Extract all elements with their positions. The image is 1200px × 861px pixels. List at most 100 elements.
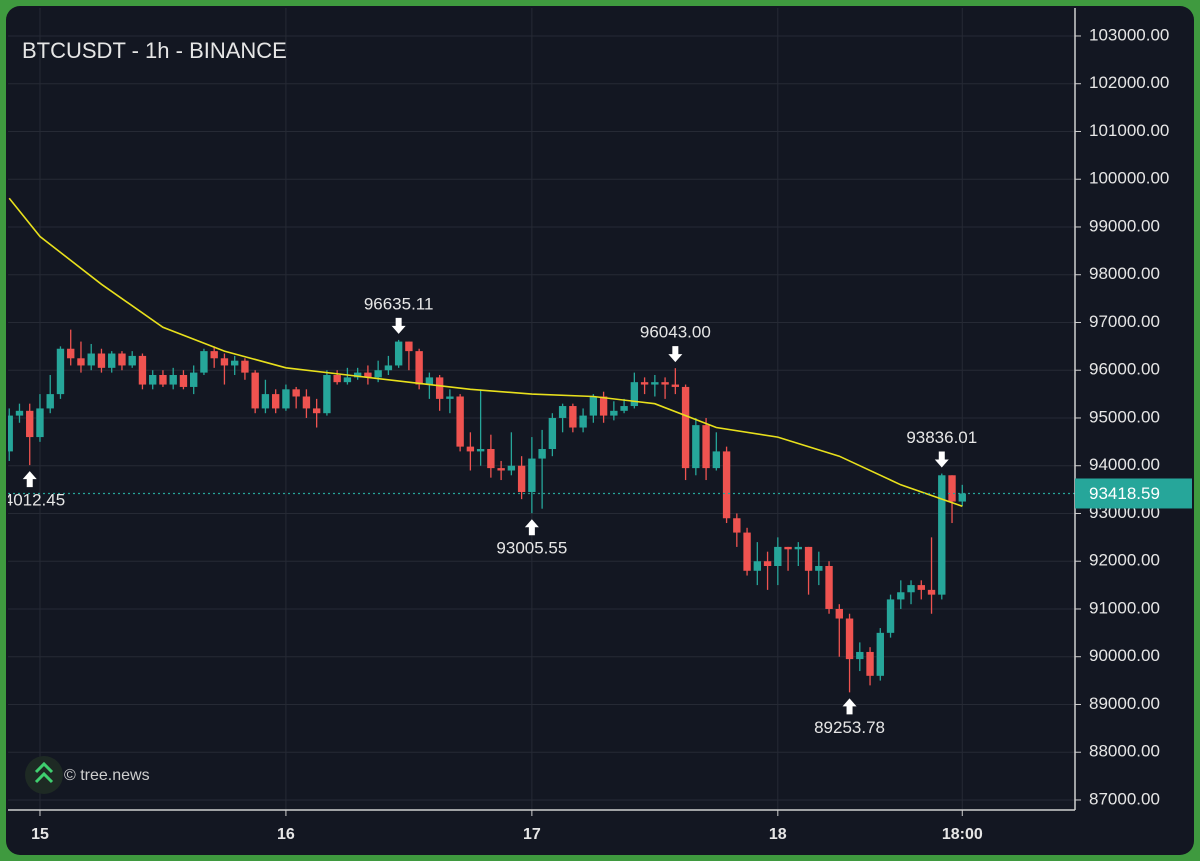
candle-body [343,377,352,383]
candle-body [97,353,106,368]
y-tick-label: 87000.00 [1089,789,1160,808]
axes-layer: 87000.00 88000.00 89000.00 90000.00 91000.00… [8,8,1192,843]
candle-body [26,410,34,438]
candle-body [815,566,823,571]
candle-body [282,389,290,409]
candle-body [302,396,311,409]
candle-body [323,375,331,414]
chart-background [6,6,1194,855]
candle-body [661,382,669,385]
y-tick-label: 89000.00 [1089,694,1160,713]
annotation-arrow [842,698,857,715]
candle-body [425,377,434,385]
candle-body [466,446,475,452]
watermark: © tree.news [25,756,150,794]
annotation: 93005.55 [496,519,567,558]
y-tick-label: 92000.00 [1089,551,1160,570]
annotation-arrow [524,519,539,536]
candle-body [856,651,864,660]
annotation-label: 96043.00 [640,323,711,342]
candle-body [312,408,321,414]
candle-body [897,592,905,600]
candle-body [579,415,587,428]
candle-body [528,458,536,492]
annotation-label: 96635.11 [364,294,434,313]
candle-body [384,365,393,371]
annotation-arrow [668,346,683,363]
candle-body [446,396,454,399]
candle-body [753,561,762,571]
x-tick-label: 15 [31,826,49,843]
watermark-text: © tree.news [64,767,150,784]
y-tick-label: 103000.00 [1089,25,1169,44]
candle-body [36,408,44,438]
candle-body [456,396,464,447]
candle-body [733,518,741,533]
annotation: 96043.00 [640,323,711,363]
candle-body [87,353,95,366]
candle-body [8,415,13,452]
candle-body [927,589,936,595]
candle-body [825,566,833,609]
annotation-label: 94012.45 [0,491,65,510]
y-tick-label: 100000.00 [1089,169,1169,188]
candle-body [845,618,854,660]
candle-body [763,561,772,567]
candle-body [159,375,167,385]
y-tick-label: 88000.00 [1089,742,1160,761]
candle-body [394,341,403,366]
candle-body [46,394,54,409]
candle-body [56,348,65,395]
candle-body [958,493,966,502]
annotation-label: 93836.01 [906,428,977,447]
candle-body [497,468,505,471]
candle-body [128,355,136,366]
candle-body [251,372,259,409]
candle-body [589,396,598,416]
candle-body [794,546,802,550]
annotation-arrow [391,317,406,334]
candle-body [220,358,229,366]
candle-body [743,532,751,571]
candle-body [938,475,946,595]
candle-body [558,406,567,418]
candle-body [692,425,700,469]
annotation: 89253.78 [814,698,885,737]
candle-body [569,406,577,428]
chart-title: BTCUSDT - 1h - BINANCE [22,38,287,63]
candle-body [405,341,413,352]
candle-body [948,475,956,502]
candle-body [835,608,843,619]
candle-body [200,351,208,373]
candle-body [374,370,382,378]
candle-body [548,417,557,450]
annotation: 93836.01 [906,428,977,468]
annotation-arrow [934,451,949,468]
candle-body [487,449,495,469]
y-tick-label: 96000.00 [1089,360,1160,379]
last-price-box [1075,478,1192,509]
y-tick-label: 98000.00 [1089,264,1160,283]
annotation: 96635.11 [364,294,434,334]
y-tick-label: 99000.00 [1089,216,1160,235]
y-tick-label: 97000.00 [1089,312,1160,331]
annotation: 94012.45 [0,471,65,510]
candle-body [241,360,249,373]
candle-body [230,360,239,366]
candle-body [271,394,280,409]
candle-body [630,382,639,407]
candle-body [907,585,915,593]
candle-body [179,375,188,387]
y-tick-label: 95000.00 [1089,407,1160,426]
x-tick-label: 18 [769,826,787,843]
candle-body [138,355,147,385]
annotation-arrow [22,471,37,488]
candle-body [261,394,270,409]
candle-body [353,372,362,378]
candle-body [77,358,85,366]
candle-body [169,375,177,385]
annotation-label: 93005.55 [496,539,567,558]
plot-layer: 96635.11 96043.00 93836.01 94012.45 93005.55… [0,197,1075,737]
